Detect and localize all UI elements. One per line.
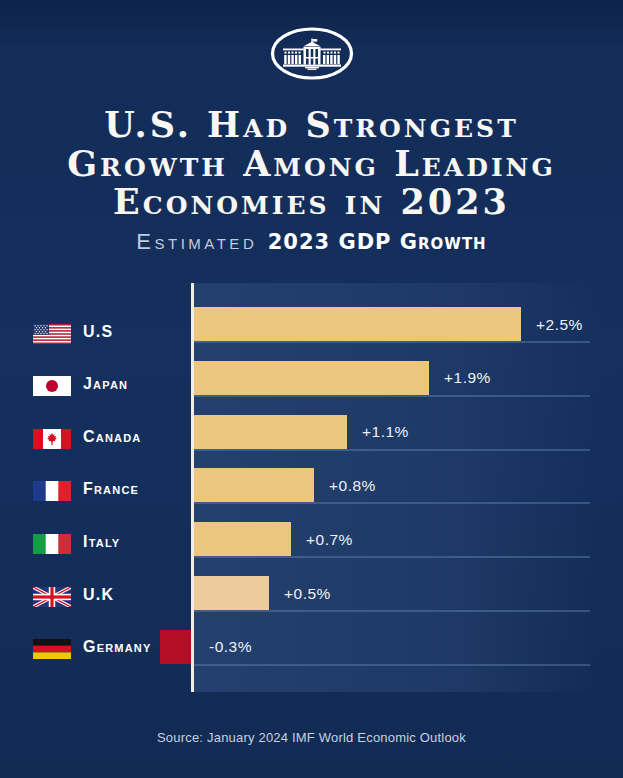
value-label: -0.3% [209,638,252,656]
value-label: +0.8% [329,477,376,495]
row-separator [194,664,590,666]
row-separator [194,341,590,343]
infographic-page: U.S. Had Strongest Growth Among Leading … [0,0,623,778]
row-separator [194,610,590,612]
japan-flag-icon [33,376,71,400]
bar-us [194,307,521,341]
bar-germany [160,630,191,664]
country-label: U.K [83,586,114,604]
bar-canada [194,415,347,449]
canada-flag-icon [33,429,71,453]
row-separator [194,449,590,451]
row-separator [194,556,590,558]
country-label: U.S [83,323,113,341]
us-flag-icon [33,324,71,348]
value-label: +2.5% [536,316,583,334]
country-label: Japan [83,375,128,393]
bar-france [194,468,314,502]
value-label: +0.5% [284,585,331,603]
value-label: +1.9% [444,369,491,387]
country-label: Italy [83,533,120,551]
country-label: France [83,480,139,498]
value-label: +0.7% [306,531,353,549]
value-label: +1.1% [362,423,409,441]
source-note: Source: January 2024 IMF World Economic … [0,730,623,745]
bar-italy [194,522,291,556]
bar-uk [194,576,269,610]
uk-flag-icon [33,587,71,611]
row-separator [194,502,590,504]
italy-flag-icon [33,534,71,558]
germany-flag-icon [33,639,71,663]
gdp-bar-chart: U.S +2.5% Japan +1.9% Canada +1.1% France +0.8… [0,0,623,778]
france-flag-icon [33,481,71,505]
country-label: Canada [83,428,141,446]
country-label: Germany [83,638,152,656]
row-separator [194,395,590,397]
bar-japan [194,361,429,395]
